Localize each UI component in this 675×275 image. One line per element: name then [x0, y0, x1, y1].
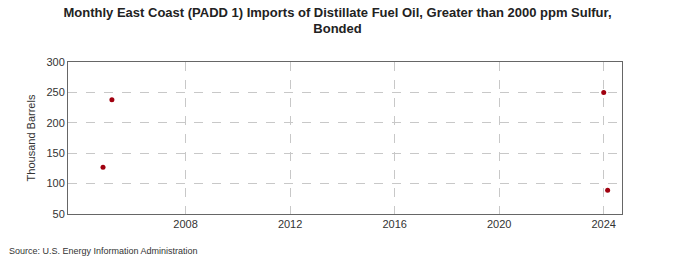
svg-text:Monthly East Coast (PADD 1) Im: Monthly East Coast (PADD 1) Imports of D… [63, 5, 611, 37]
svg-text:200: 200 [46, 117, 64, 129]
svg-text:2016: 2016 [382, 218, 406, 230]
svg-text:Source: U.S. Energy Informatio: Source: U.S. Energy Information Administ… [9, 246, 198, 256]
svg-text:250: 250 [46, 86, 64, 98]
svg-text:2020: 2020 [487, 218, 511, 230]
svg-text:100: 100 [46, 177, 64, 189]
svg-text:300: 300 [46, 56, 64, 68]
svg-text:50: 50 [53, 208, 65, 220]
svg-text:Thousand Barrels: Thousand Barrels [25, 94, 37, 181]
svg-text:150: 150 [46, 147, 64, 159]
svg-text:2008: 2008 [173, 218, 197, 230]
svg-text:2024: 2024 [591, 218, 615, 230]
svg-text:2012: 2012 [278, 218, 302, 230]
